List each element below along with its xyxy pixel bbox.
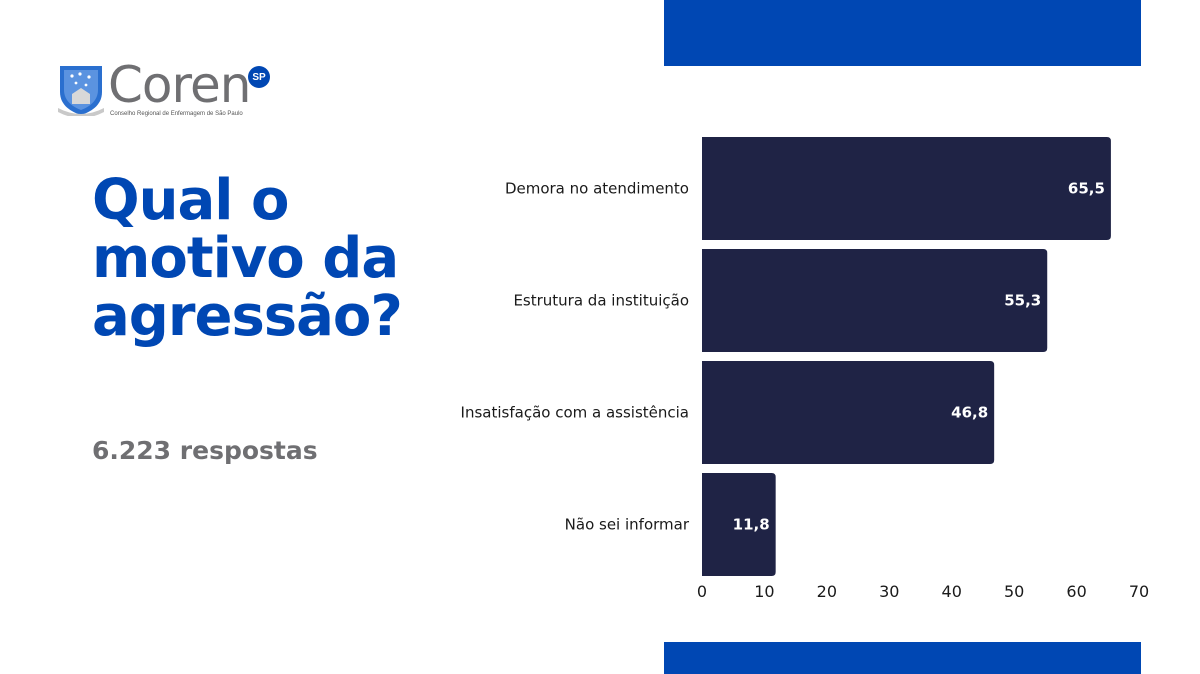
category-label: Demora no atendimento	[505, 180, 689, 198]
x-tick-label: 30	[879, 582, 899, 601]
bar	[702, 137, 1111, 240]
shield-icon	[58, 66, 104, 116]
page-title: Qual o motivo da agressão?	[92, 168, 403, 349]
data-label: 65,5	[1068, 180, 1105, 198]
category-label: Não sei informar	[565, 516, 690, 534]
x-tick-label: 50	[1004, 582, 1024, 601]
brand-wordmark: Coren	[108, 56, 251, 114]
x-tick-label: 70	[1129, 582, 1149, 601]
top-accent-band	[664, 0, 1141, 66]
category-label: Insatisfação com a assistência	[461, 404, 689, 422]
x-tick-label: 20	[817, 582, 837, 601]
category-label: Estrutura da instituição	[513, 292, 689, 310]
x-tick-label: 10	[754, 582, 774, 601]
bar	[702, 361, 995, 464]
brand-subtitle: Conselho Regional de Enfermagem de São P…	[110, 111, 243, 117]
coren-logo: Coren SP Conselho Regional de Enfermagem…	[58, 56, 298, 122]
data-label: 55,3	[1004, 292, 1041, 310]
data-label: 11,8	[733, 516, 770, 534]
data-label: 46,8	[951, 404, 988, 422]
bar	[702, 473, 776, 576]
x-tick-label: 60	[1066, 582, 1086, 601]
x-tick-label: 40	[942, 582, 962, 601]
bottom-accent-band	[664, 642, 1141, 674]
region-badge: SP	[248, 66, 270, 88]
x-tick-label: 0	[697, 582, 707, 601]
bar	[702, 249, 1048, 352]
response-count: 6.223 respostas	[92, 436, 318, 465]
